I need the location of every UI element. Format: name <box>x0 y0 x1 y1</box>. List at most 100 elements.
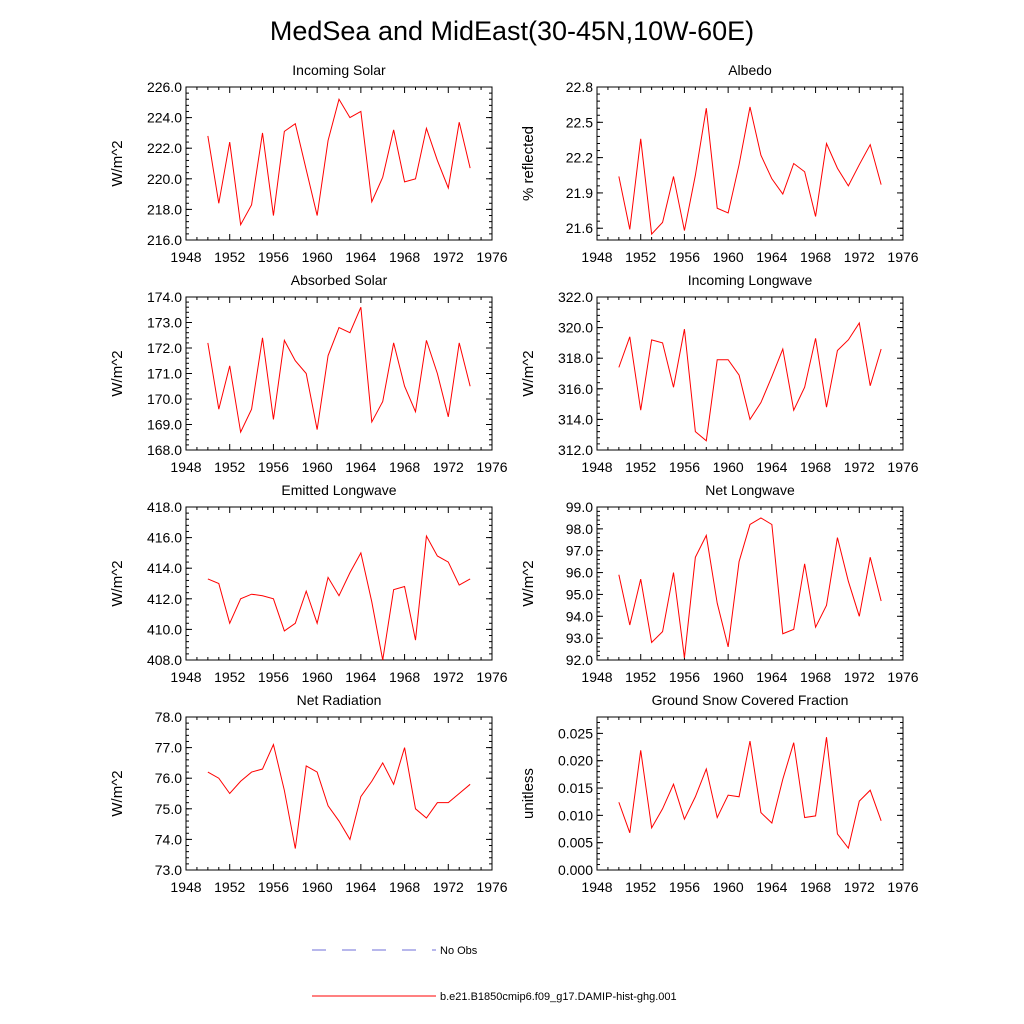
y-tick-label: 0.015 <box>558 780 593 796</box>
y-tick-label: 172.0 <box>147 340 182 356</box>
y-tick-label: 168.0 <box>147 442 182 458</box>
x-tick-label: 1960 <box>302 459 333 475</box>
x-tick-label: 1964 <box>345 669 376 685</box>
x-tick-label: 1968 <box>389 879 420 895</box>
panel-net-radiation: Net Radiation 1948 1952 1956 1960 1964 1968 197… <box>109 692 508 895</box>
y-tick-label: 173.0 <box>147 315 182 331</box>
x-tick-label: 1976 <box>476 669 507 685</box>
series-line <box>618 106 882 236</box>
panel-title: Albedo <box>728 62 772 78</box>
y-tick-label: 314.0 <box>558 411 593 427</box>
y-tick-label: 410.0 <box>147 621 182 637</box>
y-tick-label: 96.0 <box>566 565 593 581</box>
x-tick-label: 1960 <box>302 249 333 265</box>
y-tick-label: 73.0 <box>155 862 182 878</box>
legend: No Obs b.e21.B1850cmip6.f09_g17.DAMIP-hi… <box>312 945 677 1003</box>
y-tick-label: 99.0 <box>566 499 593 515</box>
plot-frame <box>596 716 904 871</box>
y-tick-label: 77.0 <box>155 740 182 756</box>
x-tick-label: 1960 <box>713 249 744 265</box>
x-tick-label: 1960 <box>713 669 744 685</box>
plot-frame <box>596 296 904 451</box>
x-tick-label: 1976 <box>887 669 918 685</box>
y-tick-label: 218.0 <box>147 201 182 217</box>
plot-frame <box>185 86 493 241</box>
y-tick-label: 98.0 <box>566 521 593 537</box>
y-tick-label: 22.5 <box>566 114 593 130</box>
series-line <box>207 97 471 227</box>
y-axis-label: W/m^2 <box>109 560 126 606</box>
y-axis-label: % reflected <box>520 126 537 201</box>
y-tick-label: 0.005 <box>558 835 593 851</box>
x-tick-label: 1956 <box>669 249 700 265</box>
y-axis-label: W/m^2 <box>520 350 537 396</box>
x-tick-label: 1948 <box>581 669 612 685</box>
y-tick-label: 93.0 <box>566 630 593 646</box>
series-line <box>618 517 882 658</box>
x-tick-label: 1972 <box>844 459 875 475</box>
x-tick-label: 1948 <box>170 459 201 475</box>
x-tick-label: 1948 <box>581 249 612 265</box>
x-tick-label: 1964 <box>756 459 787 475</box>
plot-frame <box>185 296 493 451</box>
x-tick-label: 1960 <box>713 879 744 895</box>
y-axis-label: unitless <box>520 768 537 819</box>
x-tick-label: 1964 <box>756 249 787 265</box>
x-tick-label: 1972 <box>433 879 464 895</box>
panel-incoming-longwave: Incoming Longwave 1948 1952 1956 1960 1964 196… <box>520 272 919 475</box>
x-tick-label: 1964 <box>345 459 376 475</box>
x-tick-label: 1968 <box>389 249 420 265</box>
x-tick-label: 1968 <box>800 249 831 265</box>
y-tick-label: 418.0 <box>147 499 182 515</box>
x-tick-label: 1972 <box>844 249 875 265</box>
x-tick-label: 1952 <box>625 459 656 475</box>
x-tick-label: 1956 <box>258 879 289 895</box>
y-axis-label: W/m^2 <box>109 140 126 186</box>
x-tick-label: 1952 <box>214 879 245 895</box>
panel-title: Ground Snow Covered Fraction <box>652 692 849 708</box>
panel-title: Net Radiation <box>297 692 382 708</box>
y-tick-label: 171.0 <box>147 366 182 382</box>
x-tick-label: 1956 <box>669 459 700 475</box>
x-tick-label: 1960 <box>713 459 744 475</box>
x-tick-label: 1972 <box>433 459 464 475</box>
x-tick-label: 1952 <box>214 249 245 265</box>
x-tick-label: 1968 <box>389 459 420 475</box>
y-tick-label: 0.010 <box>558 807 593 823</box>
panel-title: Incoming Solar <box>292 62 386 78</box>
series-line <box>207 307 471 434</box>
plot-frame <box>596 86 904 241</box>
x-tick-label: 1960 <box>302 669 333 685</box>
x-tick-label: 1948 <box>581 879 612 895</box>
x-tick-label: 1972 <box>844 879 875 895</box>
x-tick-label: 1952 <box>625 249 656 265</box>
y-tick-label: 22.2 <box>566 150 593 166</box>
x-tick-label: 1976 <box>476 879 507 895</box>
panel-title: Incoming Longwave <box>688 272 813 288</box>
x-tick-label: 1952 <box>625 879 656 895</box>
series-line <box>207 534 471 661</box>
x-tick-label: 1972 <box>844 669 875 685</box>
y-tick-label: 312.0 <box>558 442 593 458</box>
y-tick-label: 226.0 <box>147 79 182 95</box>
x-tick-label: 1968 <box>800 879 831 895</box>
panel-title: Emitted Longwave <box>281 482 396 498</box>
panel-incoming-solar: Incoming Solar 1948 1952 1956 1960 1964 1968 19… <box>109 62 508 265</box>
x-tick-label: 1976 <box>887 879 918 895</box>
x-tick-label: 1976 <box>476 459 507 475</box>
y-tick-label: 76.0 <box>155 770 182 786</box>
y-tick-label: 95.0 <box>566 586 593 602</box>
x-tick-label: 1956 <box>258 249 289 265</box>
y-tick-label: 322.0 <box>558 289 593 305</box>
y-tick-label: 170.0 <box>147 391 182 407</box>
x-tick-label: 1976 <box>887 459 918 475</box>
y-tick-label: 412.0 <box>147 591 182 607</box>
x-tick-label: 1964 <box>756 879 787 895</box>
panel-albedo: Albedo 1948 1952 1956 1960 1964 1968 1972 1976 21… <box>520 62 919 265</box>
y-tick-label: 74.0 <box>155 831 182 847</box>
x-tick-label: 1948 <box>170 879 201 895</box>
legend-label-no-obs: No Obs <box>440 945 478 957</box>
y-tick-label: 414.0 <box>147 560 182 576</box>
y-tick-label: 21.6 <box>566 220 593 236</box>
legend-label-model-run: b.e21.B1850cmip6.f09_g17.DAMIP-hist-ghg.… <box>440 991 677 1003</box>
